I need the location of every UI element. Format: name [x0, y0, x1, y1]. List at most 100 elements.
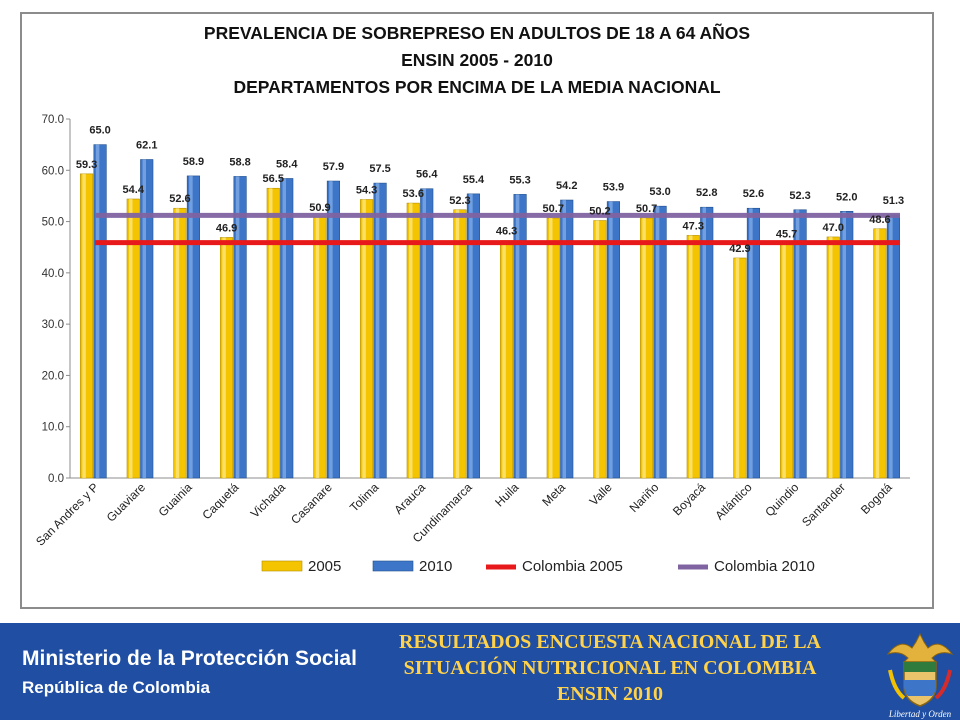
bar-2010-highlight — [749, 208, 753, 479]
bar-2010-highlight — [189, 175, 193, 479]
data-label-2010: 58.8 — [229, 156, 250, 168]
bar-2010-highlight — [562, 200, 566, 478]
bar-2010 — [93, 144, 107, 479]
bar-2005-highlight — [409, 203, 413, 478]
chart-title-line-3: DEPARTAMENTOS POR ENCIMA DE LA MEDIA NAC… — [233, 77, 720, 97]
bar-2010-highlight — [95, 144, 100, 478]
data-label-2010: 58.9 — [183, 156, 204, 168]
data-label-2010: 55.4 — [463, 174, 485, 186]
data-label-2005: 56.5 — [263, 173, 284, 185]
x-tick-label: Bogotá — [858, 480, 895, 517]
bar-2005 — [593, 220, 607, 479]
data-label-2005: 47.3 — [683, 220, 704, 232]
bar-2005-highlight — [689, 235, 693, 478]
y-tick-label: 20.0 — [42, 370, 64, 382]
republic-name: República de Colombia — [22, 678, 210, 697]
bar-2005-highlight — [455, 209, 460, 479]
data-label-2010: 65.0 — [89, 125, 110, 137]
data-label-2005: 53.6 — [403, 188, 424, 200]
data-label-2005: 48.6 — [869, 214, 890, 226]
x-tick-label: Meta — [539, 480, 568, 509]
bar-2005-highlight — [642, 217, 646, 478]
bar-2010-highlight — [329, 181, 333, 478]
x-tick-label: Arauca — [391, 480, 428, 517]
bar-2010 — [420, 188, 434, 479]
bar-2005 — [453, 209, 467, 479]
bar-2005 — [546, 217, 560, 479]
data-label-2010: 57.5 — [369, 163, 390, 175]
bar-2005-highlight — [502, 240, 506, 478]
chart-title-line-1: PREVALENCIA DE SOBREPRESO EN ADULTOS DE … — [204, 22, 750, 43]
bar-2005 — [686, 235, 700, 479]
bar-2005 — [780, 243, 794, 479]
bar-chart: PREVALENCIA DE SOBREPRESO EN ADULTOS DE … — [33, 22, 910, 575]
y-tick-label: 10.0 — [42, 422, 64, 434]
data-label-2005: 46.3 — [496, 226, 517, 238]
bar-2005-highlight — [315, 216, 320, 478]
x-tick-label: Quindio — [762, 480, 801, 519]
results-title-line-1: RESULTADOS ENCUESTA NACIONAL DE LA — [399, 631, 821, 653]
bar-2005 — [80, 173, 94, 479]
x-tick-label: Santander — [799, 480, 848, 529]
legend-label-colombia-2010: Colombia 2010 — [714, 558, 815, 575]
bar-2005-highlight — [595, 220, 600, 478]
results-title-line-2: SITUACIÓN NUTRICIONAL EN COLOMBIA — [403, 657, 817, 679]
seal-motto: Libertad y Orden — [888, 709, 952, 719]
data-label-2010: 62.1 — [136, 140, 157, 152]
x-tick-label: Guainia — [156, 480, 195, 519]
bar-2010-highlight — [235, 176, 240, 478]
data-label-2005: 47.0 — [823, 222, 844, 234]
bar-2010-highlight — [422, 188, 426, 478]
x-tick-label: Nariño — [627, 480, 662, 515]
x-tick-label: Caquetá — [199, 480, 241, 522]
bar-2005-highlight — [362, 199, 366, 479]
bar-2005-highlight — [175, 208, 180, 479]
data-label-2010: 58.4 — [276, 158, 298, 170]
data-label-2005: 54.4 — [123, 184, 145, 196]
bar-2005 — [640, 217, 654, 479]
data-label-2005: 52.6 — [169, 193, 190, 205]
x-tick-label: Tolima — [347, 480, 382, 515]
y-tick-label: 70.0 — [42, 114, 64, 126]
data-label-2005: 50.9 — [309, 202, 330, 214]
bar-2010-highlight — [655, 206, 660, 478]
results-title: RESULTADOS ENCUESTA NACIONAL DE LA SITUA… — [330, 629, 890, 707]
bar-2005-highlight — [269, 188, 273, 478]
data-label-2005: 42.9 — [729, 243, 750, 255]
bar-2005 — [826, 236, 840, 479]
bar-2010 — [186, 175, 200, 479]
data-label-2005: 45.7 — [776, 229, 797, 241]
data-label-2010: 57.9 — [323, 161, 344, 173]
x-tick-label: Vichada — [248, 480, 289, 521]
legend-label-2005: 2005 — [308, 558, 341, 575]
bar-2005-highlight — [782, 243, 786, 478]
data-label-2005: 50.7 — [636, 203, 657, 215]
bar-2005 — [173, 207, 187, 479]
x-tick-label: Atlántico — [712, 480, 755, 523]
bar-2010-highlight — [609, 201, 613, 478]
bar-2010 — [700, 206, 714, 479]
bar-2005-highlight — [829, 236, 833, 478]
data-label-2005: 59.3 — [76, 159, 97, 171]
colombia-coat-of-arms-icon: Libertad y Orden — [886, 632, 954, 719]
bar-2005 — [220, 237, 234, 479]
x-tick-label: Boyacá — [670, 480, 708, 518]
bar-2010-highlight — [889, 214, 893, 478]
x-tick-label: Casanare — [288, 480, 335, 527]
bar-2005-highlight — [875, 228, 880, 478]
bar-2005 — [313, 216, 327, 479]
data-label-2010: 52.3 — [789, 190, 810, 202]
x-tick-label: Valle — [587, 480, 615, 508]
bar-2010-highlight — [842, 211, 846, 479]
results-title-line-3: ENSIN 2010 — [556, 683, 664, 705]
data-label-2010: 52.0 — [836, 191, 857, 203]
bar-2010-highlight — [375, 183, 380, 478]
data-label-2005: 54.3 — [356, 185, 377, 197]
bar-2005 — [266, 187, 280, 479]
bar-2010 — [653, 205, 667, 479]
data-label-2010: 53.0 — [649, 186, 670, 198]
data-label-2010: 52.6 — [743, 188, 764, 200]
legend-swatch-2005 — [261, 560, 303, 572]
data-label-2005: 46.9 — [216, 222, 237, 234]
bar-2005-highlight — [222, 237, 226, 478]
